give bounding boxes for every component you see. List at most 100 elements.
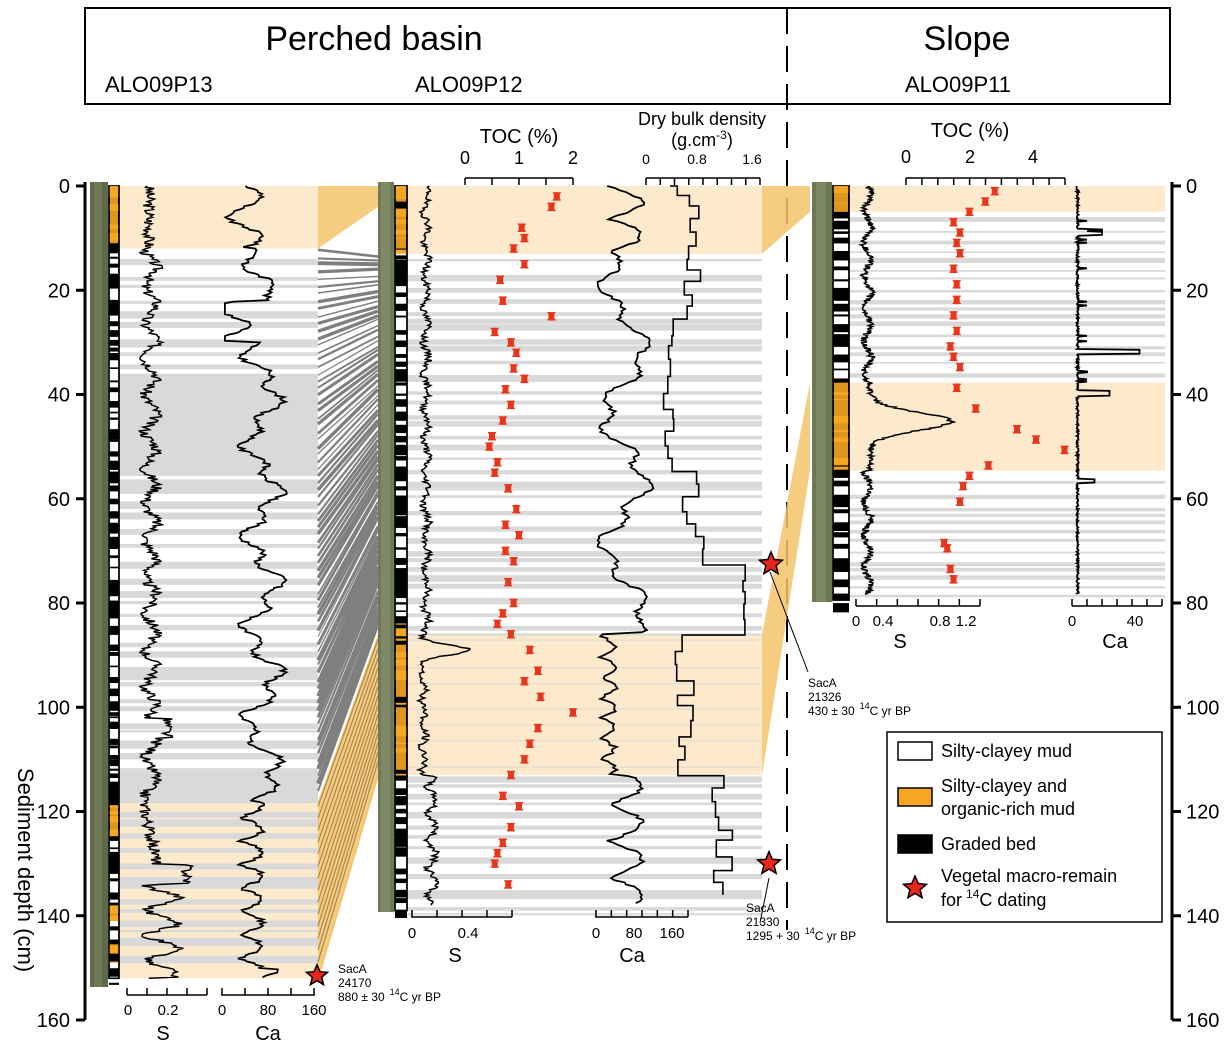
- correlation-line: [317, 398, 379, 464]
- p11-graded-band: [834, 494, 1165, 499]
- p12-toc-point: [501, 546, 510, 556]
- log-graded-bed: [833, 368, 849, 371]
- correlation-line: [316, 463, 380, 557]
- p11-graded-band: [834, 513, 1165, 518]
- p11-toc-point: [946, 564, 955, 574]
- core-p12-photo: [378, 182, 394, 912]
- p12-toc-points: [485, 192, 577, 889]
- p12-dbd-unit: (g.cm-3): [671, 128, 733, 150]
- legend-swatch-organic: [897, 787, 933, 807]
- correlation-line: [317, 733, 379, 927]
- p12-graded-band: [396, 907, 762, 911]
- correlation-line: [317, 248, 379, 258]
- core-p13-lithology-log: [108, 185, 120, 985]
- p13-graded-band: [110, 561, 318, 569]
- p13-graded-band: [110, 651, 318, 658]
- correlation-line: [316, 595, 380, 747]
- p13-s-tick-1: 0.2: [158, 1002, 179, 1019]
- left-depth-tick-label: 0: [59, 176, 70, 198]
- p13-graded-band: [110, 877, 318, 886]
- p11-graded-band: [834, 289, 1165, 293]
- log-graded-bed: [395, 506, 407, 516]
- legend-label-graded: Graded bed: [941, 834, 1036, 854]
- p11-toc-point: [981, 197, 990, 206]
- p13-graded-band: [110, 284, 318, 288]
- p13-graded-band: [110, 899, 318, 905]
- correlation-line: [316, 565, 380, 704]
- p12-toc-point: [512, 348, 521, 358]
- log-graded-bed: [833, 603, 849, 613]
- log-graded-bed: [109, 321, 119, 327]
- log-graded-bed: [395, 868, 407, 875]
- correlation-line: [316, 570, 380, 712]
- p11-graded-band: [834, 251, 1165, 254]
- p13-graded-band: [110, 920, 318, 928]
- p12-toc-point: [525, 645, 534, 655]
- log-graded-bed: [109, 712, 119, 716]
- log-graded-bed: [109, 768, 119, 771]
- p11-graded-band: [834, 217, 1165, 222]
- log-graded-bed: [395, 376, 407, 382]
- log-graded-bed: [395, 847, 407, 856]
- p12-graded-band: [396, 470, 762, 475]
- p12-graded-band: [396, 312, 762, 317]
- log-graded-bed: [109, 498, 119, 505]
- p12-star-icon-21326: [757, 549, 785, 576]
- p13-ca-tick-1: 80: [260, 1002, 277, 1019]
- log-graded-bed: [833, 250, 849, 261]
- correlation-line: [317, 742, 379, 939]
- correlation-line: [317, 434, 379, 515]
- core-p11-label: ALO09P11: [905, 72, 1011, 97]
- p12-toc-point: [552, 192, 561, 201]
- log-graded-bed: [833, 568, 849, 572]
- log-graded-bed: [395, 499, 407, 509]
- p13-graded-band: [110, 730, 318, 733]
- correlation-line: [317, 348, 379, 389]
- correlation-line: [316, 583, 380, 733]
- log-graded-bed: [833, 579, 849, 588]
- p13-s-curve: [137, 185, 195, 980]
- correlation-line: [317, 658, 379, 831]
- p12-graded-band: [396, 633, 762, 636]
- p12-toc-point: [506, 338, 515, 347]
- p13-graded-band: [110, 682, 318, 687]
- p12-graded-band: [396, 793, 762, 800]
- log-graded-bed: [833, 279, 849, 282]
- log-graded-bed: [109, 387, 119, 393]
- p11-graded-band: [834, 567, 1165, 572]
- p12-graded-band: [396, 825, 762, 830]
- p11-toc-point: [949, 311, 958, 320]
- log-graded-bed: [395, 516, 407, 522]
- log-graded-bed: [109, 858, 119, 867]
- log-graded-bed: [395, 520, 407, 528]
- p13-graded-band: [110, 373, 318, 473]
- log-graded-bed: [833, 314, 849, 317]
- correlation-organic-p11-top: [762, 186, 810, 254]
- log-graded-bed: [833, 532, 849, 538]
- log-graded-bed: [109, 286, 119, 289]
- log-graded-bed: [833, 543, 849, 549]
- log-graded-bed: [109, 256, 119, 259]
- p12-graded-band: [396, 846, 762, 850]
- log-graded-bed: [109, 536, 119, 546]
- p12-graded-band: [396, 258, 762, 262]
- correlation-organic-p11-mid: [762, 382, 810, 776]
- log-graded-bed: [395, 399, 407, 407]
- correlation-line: [316, 493, 380, 602]
- correlation-line: [317, 364, 379, 412]
- log-graded-bed: [833, 378, 849, 384]
- log-graded-bed: [109, 759, 119, 767]
- right-depth-axis: 0 20 40 60 80 100 120 140 160: [1170, 176, 1219, 1032]
- left-depth-tick-label: 20: [48, 280, 70, 302]
- correlation-line: [316, 419, 380, 492]
- p11-graded-band: [834, 575, 1165, 580]
- p11-toc-point: [984, 461, 993, 470]
- p12-star-icon-21330: [755, 849, 783, 875]
- p13-star-icon: [304, 962, 330, 987]
- correlation-line: [316, 600, 380, 754]
- p11-toc-point: [952, 280, 961, 289]
- log-graded-bed: [833, 480, 849, 487]
- log-graded-bed: [395, 330, 407, 335]
- p12-toc-axis: TOC (%) 0 1 2: [460, 126, 578, 185]
- correlation-line: [316, 455, 380, 544]
